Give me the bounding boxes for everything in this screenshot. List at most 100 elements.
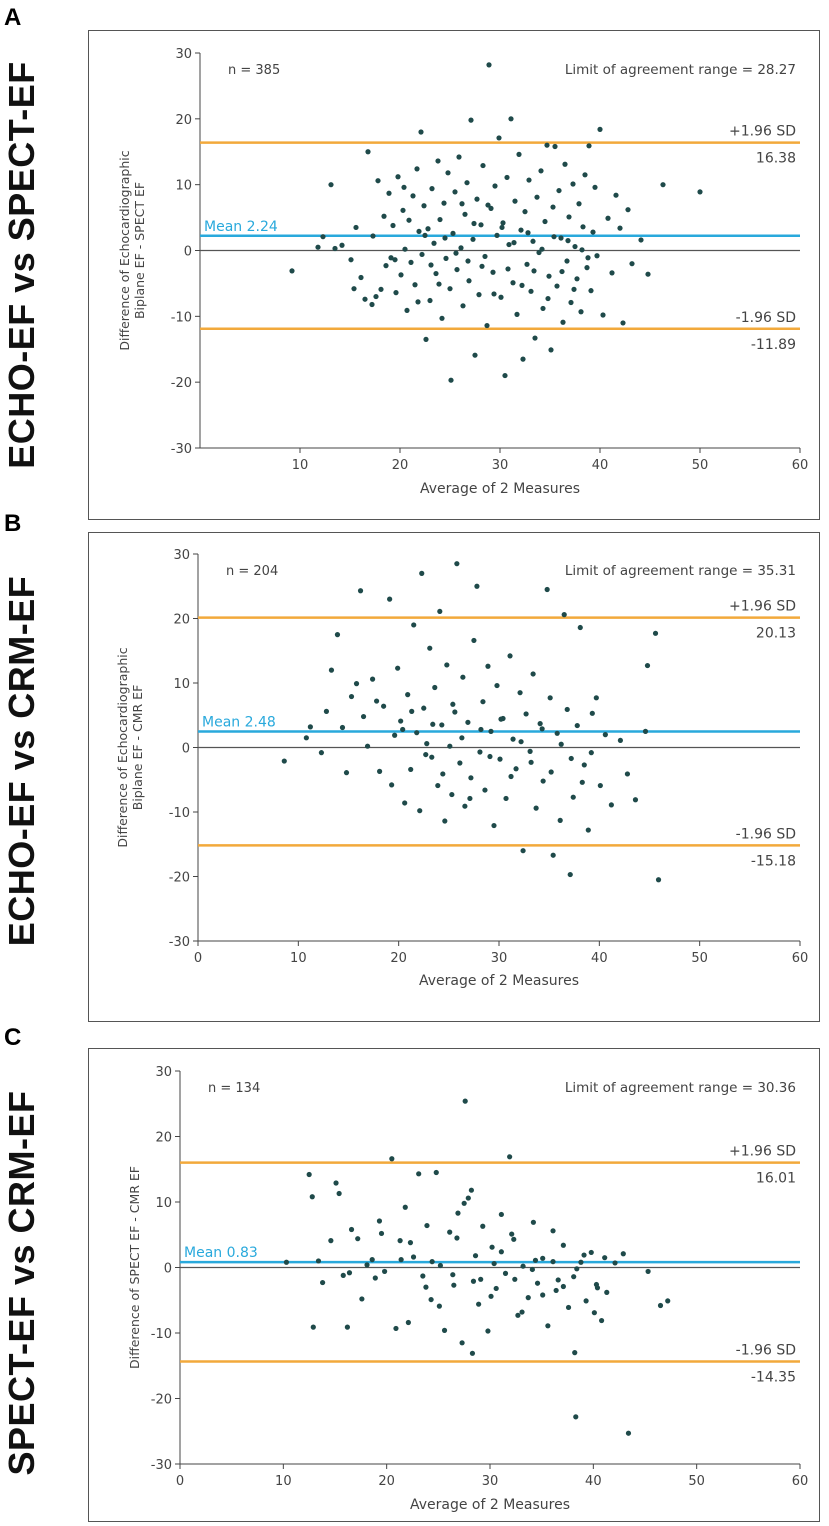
data-point [420,1273,426,1279]
data-point [450,1272,456,1278]
x-tick-label: 60 [792,458,809,473]
data-point [515,1312,521,1318]
data-point [539,246,545,252]
data-point [555,1277,561,1283]
data-point [336,1190,342,1197]
data-point [346,1270,353,1276]
data-point [428,1296,434,1303]
data-point [439,315,445,321]
data-point [452,709,458,715]
data-point [423,336,429,342]
mean-label: Mean 2.24 [204,219,278,235]
data-point [564,258,570,264]
data-point [471,637,477,644]
data-point [488,1293,494,1299]
y-tick-label: 30 [175,47,192,62]
x-tick-label: 20 [378,1474,395,1489]
data-point [358,274,364,281]
data-point [402,800,408,806]
data-point [436,281,442,287]
n-count-label: n = 134 [208,1081,260,1096]
data-point [487,753,493,760]
data-point [605,215,611,221]
data-point [558,741,564,747]
data-point [561,612,567,618]
data-point [442,818,448,824]
data-point [566,214,572,220]
data-point [404,307,410,314]
data-point [571,286,577,292]
mean-label: Mean 2.48 [202,715,276,731]
x-axis-label: Average of 2 Measures [420,481,580,497]
data-point [423,751,429,758]
x-tick-label: 50 [688,1474,705,1489]
data-point [343,770,350,776]
data-point [565,238,571,244]
x-tick-label: 40 [592,458,609,473]
n-count-label: n = 385 [228,63,280,78]
data-point [466,278,472,284]
data-point [530,238,536,244]
data-point [546,273,552,279]
data-point [491,1260,497,1267]
data-point [369,676,376,682]
x-tick-label: 40 [585,1474,602,1489]
data-point [398,1257,404,1263]
data-point [397,1238,403,1244]
data-point [498,294,504,300]
data-point [306,1171,312,1178]
y-axis-label-line: Difference of Echocardiographic [115,647,130,847]
data-point [517,690,523,696]
panel-a-chart-frame: -30 -20 -10 0 10 20 30 10 20 30 40 50 60 n = 385 Limit… [88,30,820,520]
data-point [392,732,398,738]
data-point [500,220,506,226]
data-point [462,211,468,217]
data-point [479,263,485,269]
data-point [491,822,497,829]
data-point [441,200,447,206]
data-point [339,242,345,248]
data-point [439,722,445,728]
data-point [398,272,404,278]
data-point [303,735,309,741]
upper-sd-label: +1.96 SD [729,1144,796,1160]
data-point [493,1285,499,1292]
data-point [530,671,536,677]
data-point [340,1272,346,1278]
data-point [406,217,412,223]
data-point [315,1258,322,1264]
data-point [478,726,484,733]
data-point [328,182,334,188]
data-point [388,255,394,261]
y-axis-label-line: Biplane EF - SPECT EF [132,182,147,319]
data-point [451,1282,457,1288]
x-axis-label: Average of 2 Measures [410,1497,570,1513]
data-point [348,1226,355,1233]
data-point [334,632,341,638]
data-point [482,787,488,793]
data-point [381,213,387,219]
data-point [579,779,585,785]
y-tick-label: -20 [151,1393,172,1408]
data-point [447,743,453,749]
data-point [516,151,522,157]
data-point [597,782,603,789]
data-point [415,299,421,305]
data-point [436,1303,442,1309]
data-point [660,182,666,188]
data-point [283,1259,290,1265]
data-point [410,1254,417,1260]
data-point [502,372,508,379]
data-point [320,234,326,240]
y-tick-label: -10 [169,806,190,821]
data-point [502,1270,509,1276]
data-point [537,721,543,727]
data-point [485,663,491,669]
n-count-label: n = 204 [226,564,278,579]
data-point [560,1242,566,1248]
data-point [429,1259,435,1265]
x-tick-label: 0 [194,951,202,966]
data-point [510,280,516,286]
data-point [550,204,556,210]
data-point [645,271,651,277]
